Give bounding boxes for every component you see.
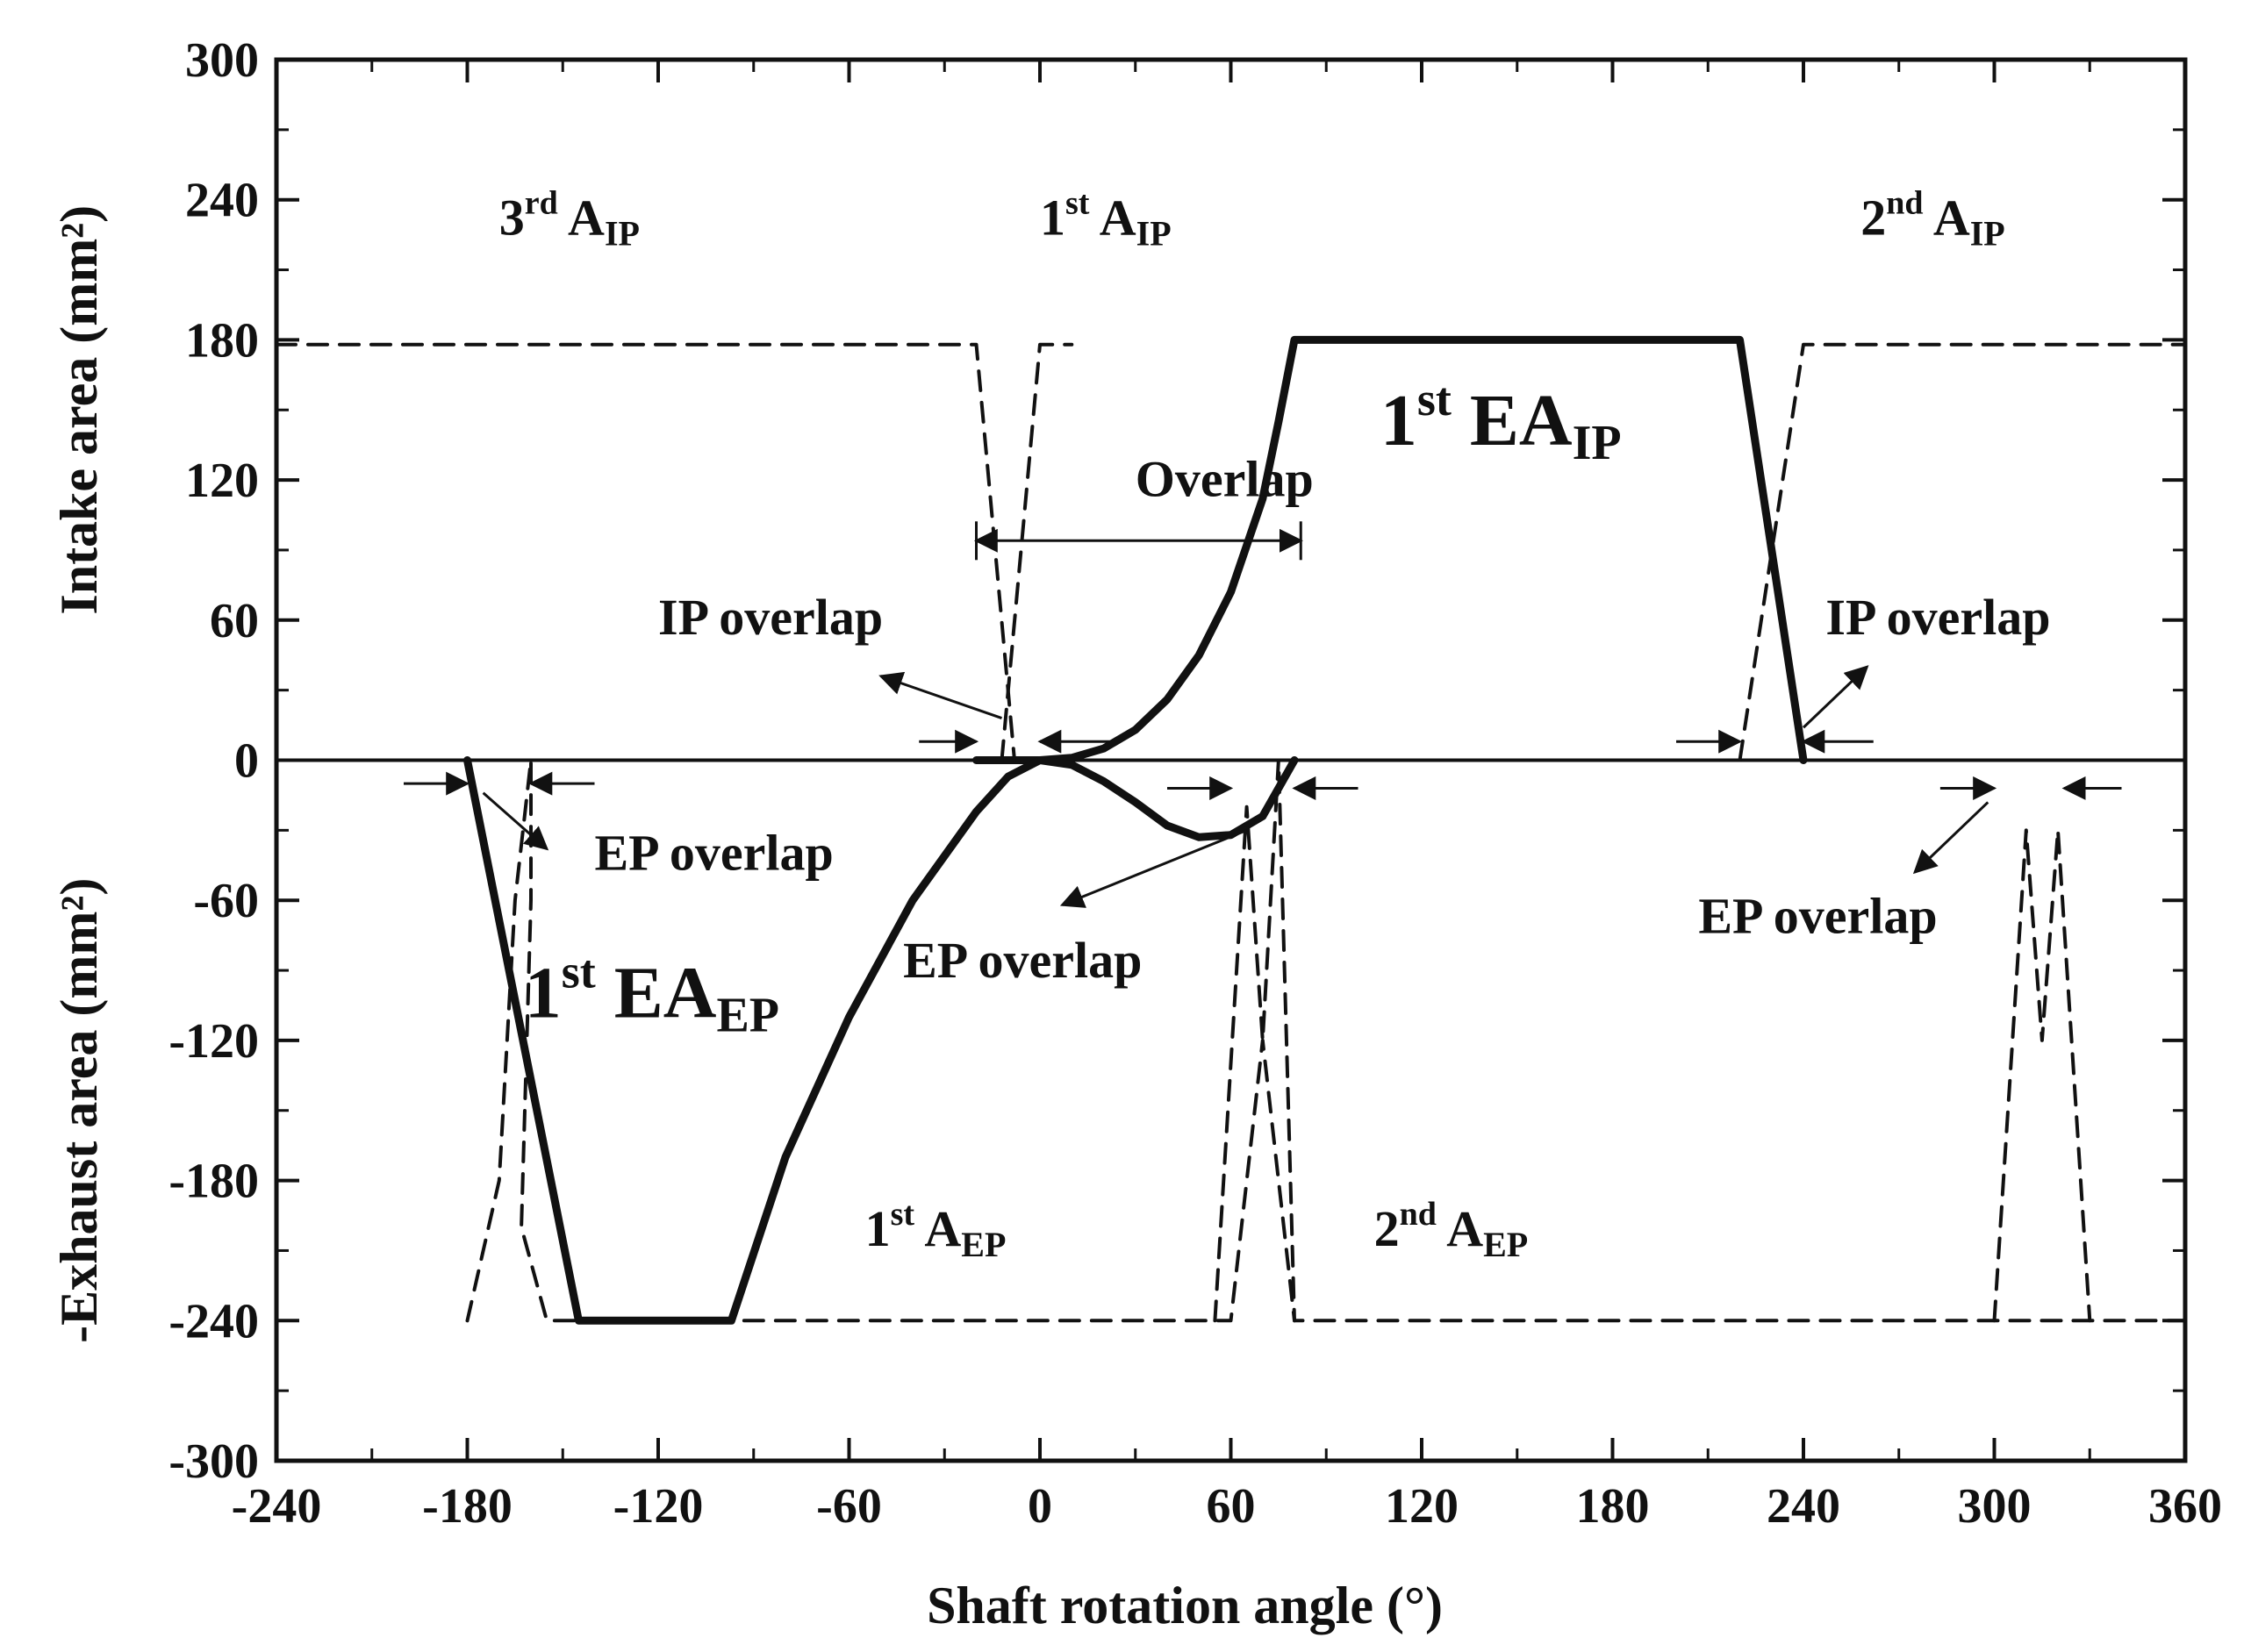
ep-overlap-mid-pointer [1059,828,1248,908]
y-axis-title-intake: Intake area (mm²) [50,205,108,615]
annotation-ep-overlap-middle-: EP overlap [903,932,1142,989]
y-tick-label: 180 [185,313,259,368]
y-tick-label: 120 [185,454,259,508]
y-tick-label: 240 [185,174,259,228]
x-tick-label: 120 [1385,1479,1459,1534]
x-tick-label: 240 [1767,1479,1840,1534]
axis-ticks [275,58,2187,1462]
series-3rd-a-ep [1992,828,2092,1323]
series-2nd-a-ep [1213,758,2187,1323]
x-tick-label: -60 [816,1479,882,1534]
annotation-ep-overlap-right-: EP overlap [1698,887,1937,944]
y-tick-label: -180 [168,1155,259,1209]
annotations: 3rd AIP 1st AIP 2nd AIP 1st EAIP 1st EAEP 1st… [499,185,2051,1265]
y-tick-label: -240 [168,1294,259,1348]
y-tick-label: -60 [193,874,259,928]
y-axis-title-exhaust: -Exhaust area (mm²) [50,878,108,1343]
annotation-overlap: Overlap [1136,451,1314,508]
annotation-1st-ea-ip: 1st EAIP [1380,373,1622,470]
x-tick-label: 180 [1576,1479,1650,1534]
x-axis-title: Shaft rotation angle (°) [927,1577,1443,1634]
annotation-ip-overlap-right-: IP overlap [1825,589,2050,646]
series-1st-ea-ep [463,756,1299,1325]
y-tick-label: -300 [168,1434,259,1489]
annotation-1st-a-ip: 1st AIP [1040,185,1172,254]
ip-overlap-right-pointer [1802,665,1869,729]
x-tick-label: 360 [2148,1479,2222,1534]
axis-tick-labels: -240 -180 -120 -60 0 60 120 180 240 300 360-300-24… [168,33,2222,1534]
x-tick-label: 0 [1028,1479,1052,1534]
series-2nd-a-ip [1738,342,2187,762]
annotation-2nd-a-ep: 2nd AEP [1374,1196,1529,1264]
x-tick-label: 60 [1207,1479,1256,1534]
x-tick-label: -120 [613,1479,704,1534]
ip-overlap-left-pointer [878,671,1002,720]
overlap-arrows [404,521,2122,908]
ep-overlap-right-pointer [1912,801,1989,875]
series-3rd-a-ip [275,342,1016,762]
y-tick-label: 60 [210,594,259,648]
ep-overlap-left-pointer [482,791,549,851]
series-1st-ea-ip [972,335,1808,764]
series-1st-a-ip [1000,342,1074,762]
annotation-1st-a-ep: 1st AEP [865,1196,1007,1264]
x-tick-label: -240 [232,1479,322,1534]
annotation-ep-overlap-left-: EP overlap [595,825,834,882]
x-tick-label: 300 [1958,1479,2032,1534]
annotation-1st-ea-ep: 1st EAEP [525,945,779,1042]
annotation-3rd-a-ip: 3rd AIP [499,185,640,254]
annotation-ip-overlap-left-: IP overlap [658,589,883,646]
series-layer [275,335,2187,1325]
x-tick-label: -180 [422,1479,513,1534]
annotation-2nd-a-ip: 2nd AIP [1860,185,2004,254]
y-tick-label: -120 [168,1014,259,1069]
y-tick-label: 300 [185,33,259,88]
series-1st-a-ep [465,758,1296,1323]
y-tick-label: 0 [234,734,259,789]
